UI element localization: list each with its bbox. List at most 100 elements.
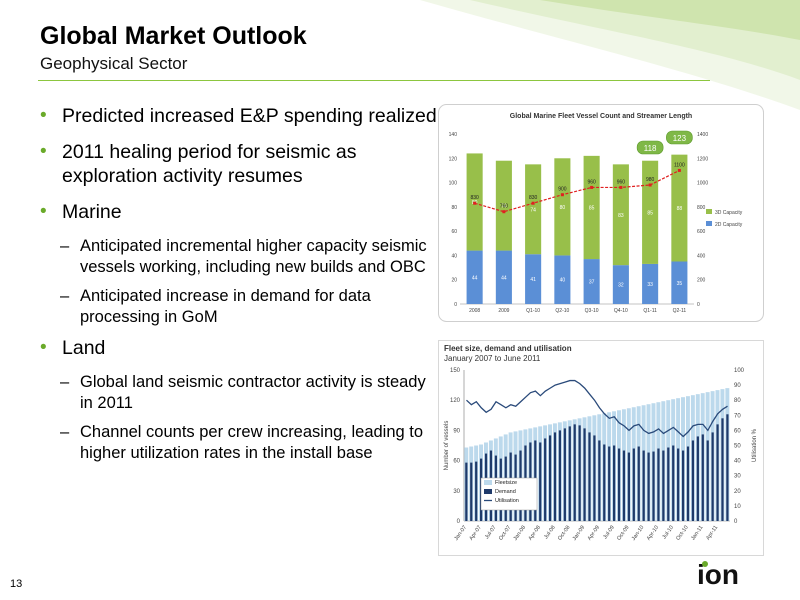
y2-tick-label: 40: [734, 459, 741, 465]
streamer-label: 830: [529, 195, 538, 201]
y2-tick-label: 800: [697, 205, 706, 211]
legend-swatch: [706, 221, 712, 226]
demand-bar: [465, 462, 468, 521]
y2-tick-label: 1200: [697, 156, 708, 162]
legend-label: Demand: [495, 489, 516, 495]
demand-bar: [578, 425, 581, 521]
streamer-point: [473, 201, 477, 205]
y-tick-label: 60: [453, 459, 460, 465]
demand-bar: [548, 435, 552, 521]
y2-tick-label: 200: [697, 278, 706, 284]
y-tick-label: 120: [450, 398, 461, 404]
bar-3d-value: 83: [618, 213, 624, 219]
y2-tick-label: 70: [734, 413, 741, 419]
demand-bar: [588, 432, 591, 521]
bar-3d-value: 80: [560, 205, 566, 211]
demand-bar: [662, 450, 665, 521]
bullet-text: Marine: [62, 201, 122, 223]
callout-bubble: [636, 140, 664, 155]
y2-tick-label: 90: [734, 383, 741, 389]
demand-bar: [647, 452, 650, 521]
y-tick-label: 150: [450, 368, 461, 374]
y-tick-label: 80: [451, 205, 457, 211]
bar-2d-value: 37: [589, 280, 595, 286]
demand-bar: [470, 462, 473, 521]
legend-label: Utilisation: [495, 498, 519, 504]
bullet-text: Anticipated incremental higher capacity …: [80, 237, 427, 276]
demand-bar: [672, 445, 675, 521]
demand-bar: [568, 426, 571, 521]
dash-marker: –: [60, 287, 70, 305]
page-title: Global Market Outlook: [40, 22, 307, 50]
demand-bar: [691, 440, 695, 521]
y-tick-label: 120: [449, 156, 458, 162]
bar-3d-value: 74: [501, 204, 507, 210]
bullet-marker: •: [40, 337, 47, 358]
bar-3d-capacity: [671, 154, 688, 262]
chart-title: Global Marine Fleet Vessel Count and Str…: [510, 113, 692, 120]
demand-bar: [558, 430, 562, 521]
ion-logo: ion: [697, 560, 739, 590]
page-number: 13: [10, 578, 23, 590]
bar-3d-capacity: [525, 164, 542, 255]
y2-tick-label: 100: [734, 368, 745, 374]
x-tick-label: Q1-11: [643, 308, 657, 314]
legend-swatch: [706, 209, 712, 214]
bullet-text: Channel counts per crew increasing, lead…: [80, 423, 424, 462]
bar-2d-capacity: [466, 250, 483, 304]
bullet-item: • Land: [40, 336, 440, 360]
dash-marker: –: [60, 237, 70, 255]
demand-bar: [642, 450, 645, 521]
y-axis-label: Number of vessels: [444, 421, 450, 471]
bar-3d-capacity: [612, 164, 629, 266]
demand-bar: [716, 424, 719, 521]
bar-2d-value: 32: [618, 283, 624, 289]
bar-3d-capacity: [642, 160, 659, 264]
legend-swatch: [484, 480, 492, 485]
bullet-text: Anticipated increase in demand for data …: [80, 287, 371, 326]
legend-label: 3D Capacity: [715, 210, 743, 216]
bar-2d-value: 44: [472, 275, 478, 281]
demand-bar: [627, 452, 631, 521]
streamer-point: [560, 193, 564, 197]
bar-2d-value: 41: [530, 277, 536, 283]
bar-2d-capacity: [642, 263, 659, 304]
bar-3d-value: 85: [589, 205, 595, 211]
demand-bar: [652, 451, 655, 521]
y-tick-label: 60: [451, 229, 457, 235]
callout-value: 118: [644, 144, 657, 153]
bullet-text: Global land seismic contractor activity …: [80, 373, 426, 412]
y2-tick-label: 50: [734, 444, 741, 450]
demand-bar: [608, 446, 611, 521]
streamer-label: 960: [587, 179, 596, 185]
bar-3d-capacity: [495, 160, 512, 251]
bar-2d-capacity: [583, 259, 600, 304]
y2-tick-label: 600: [697, 229, 706, 235]
y2-tick-label: 0: [734, 519, 738, 525]
bullet-item: • Marine: [40, 200, 440, 224]
streamer-label: 830: [470, 195, 479, 201]
streamer-point: [619, 185, 623, 189]
bar-2d-value: 44: [501, 275, 507, 281]
chart-subtitle: January 2007 to June 2011: [444, 354, 541, 363]
x-tick-label: 2009: [498, 308, 509, 314]
demand-bar: [677, 448, 680, 521]
bullet-text: Predicted increased E&P spending realize…: [62, 105, 437, 127]
bullet-marker: •: [40, 201, 47, 222]
fleet-vessel-chart: Global Marine Fleet Vessel Count and Str…: [438, 104, 764, 322]
streamer-label: 960: [617, 179, 626, 185]
y2-tick-label: 60: [734, 428, 741, 434]
utilisation-line: [466, 379, 728, 438]
y-tick-label: 30: [453, 489, 460, 495]
bar-2d-capacity: [525, 254, 542, 304]
demand-bar: [681, 450, 685, 521]
legend-swatch: [484, 489, 492, 494]
x-tick-label: Q4-10: [614, 308, 628, 314]
demand-bar: [686, 446, 690, 521]
y2-tick-label: 20: [734, 489, 741, 495]
demand-bar: [721, 418, 724, 521]
sub-bullet-item: – Anticipated incremental higher capacity…: [40, 236, 440, 278]
demand-bar: [637, 446, 640, 521]
y2-tick-label: 400: [697, 253, 706, 259]
bullet-marker: •: [40, 105, 47, 126]
